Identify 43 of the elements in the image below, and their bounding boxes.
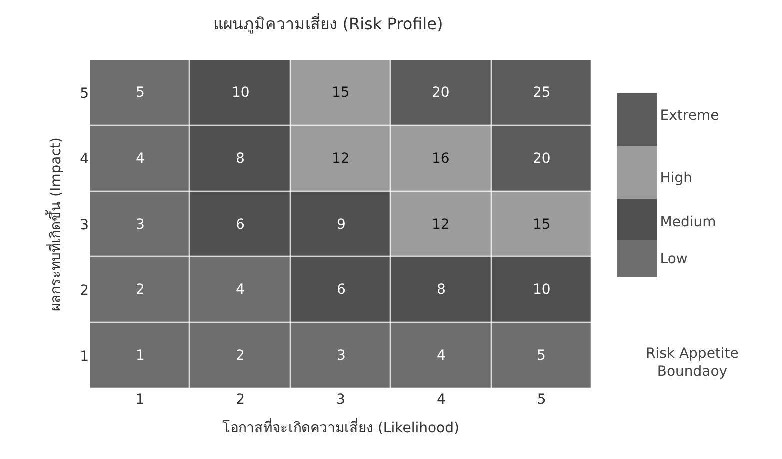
y-tick-label: 4 <box>80 152 90 168</box>
y-tick-label: 1 <box>80 349 89 365</box>
data-label: 15 <box>533 217 551 233</box>
color-bar-label: Low <box>660 252 688 268</box>
y-tick-label: 2 <box>80 283 89 300</box>
data-label: 3 <box>136 217 145 233</box>
color-bar-label: High <box>660 170 692 187</box>
data-label: 2 <box>136 282 145 298</box>
data-label: 4 <box>236 282 245 298</box>
y-axis-title: ผลกระทบที่เกิดขึ้น (Impact) <box>46 138 65 312</box>
color-bar-label: Medium <box>660 214 716 231</box>
data-label: 3 <box>337 348 346 364</box>
data-label: 4 <box>437 348 446 364</box>
x-tick-label: 5 <box>537 392 546 408</box>
y-tick-label: 5 <box>80 86 89 102</box>
data-label: 20 <box>533 151 551 167</box>
data-label: 4 <box>136 151 145 167</box>
x-axis-title: โอกาสที่จะเกิดความเสี่ยง (Likelihood) <box>222 418 460 436</box>
data-label: 6 <box>337 282 346 298</box>
chart-title: แผนภูมิความเสี่ยง (Risk Profile) <box>214 12 444 35</box>
data-label: 5 <box>136 85 145 101</box>
data-label: 2 <box>236 348 245 364</box>
data-label: 6 <box>236 217 245 233</box>
data-label: 10 <box>232 85 250 101</box>
x-tick-label: 2 <box>236 392 246 408</box>
text: Risk Appetite Boundaoy <box>646 346 739 380</box>
data-label: 25 <box>533 85 551 101</box>
data-label: 10 <box>533 282 551 298</box>
data-label: 8 <box>437 282 446 298</box>
x-tick-label: 4 <box>436 392 446 408</box>
data-label: 12 <box>432 217 450 233</box>
data-label: 12 <box>332 151 350 167</box>
data-label: 8 <box>236 151 245 167</box>
y-tick-label: 3 <box>80 217 89 234</box>
data-label: 16 <box>432 151 450 167</box>
x-tick-label: 1 <box>136 392 145 408</box>
color-bar-label: Extreme <box>660 108 720 124</box>
data-label: 9 <box>337 217 346 233</box>
data-label: 1 <box>136 348 145 364</box>
data-label: 15 <box>332 85 350 101</box>
x-tick-label: 3 <box>336 392 346 408</box>
data-label: 20 <box>432 85 450 101</box>
data-label: 5 <box>537 348 546 364</box>
